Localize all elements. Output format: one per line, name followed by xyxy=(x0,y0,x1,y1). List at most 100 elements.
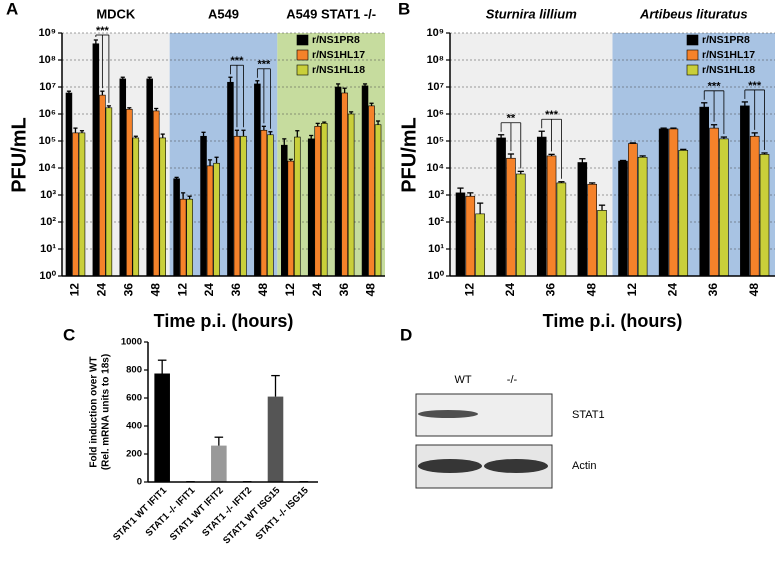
bar xyxy=(173,178,180,277)
y-tick-label: 10⁰ xyxy=(427,270,444,282)
y-tick-label: 0 xyxy=(137,477,142,488)
bar xyxy=(211,445,227,482)
bar xyxy=(78,132,86,277)
bar xyxy=(227,81,234,277)
bar xyxy=(618,160,628,277)
significance: ** xyxy=(507,113,516,125)
y-tick-label: 10⁰ xyxy=(39,270,56,282)
y-tick-label: 10⁷ xyxy=(427,81,444,93)
bar xyxy=(233,135,241,277)
bar xyxy=(92,43,100,277)
x-tick-label: 48 xyxy=(747,283,761,297)
y-tick-label: 10⁸ xyxy=(427,54,444,66)
bar xyxy=(65,92,73,277)
bar xyxy=(740,105,750,277)
x-axis-title: Time p.i. (hours) xyxy=(154,311,294,331)
lane-label: WT xyxy=(454,374,471,386)
chart: Sturnira lillium Artibeus lituratus 10⁰ 10¹… xyxy=(398,0,775,331)
bar xyxy=(546,155,557,277)
group-label: A549 xyxy=(208,6,239,21)
y-tick-label: 800 xyxy=(126,365,142,376)
bar xyxy=(132,137,140,277)
y-tick-label: 10⁵ xyxy=(39,135,56,147)
x-tick-label: 12 xyxy=(283,283,297,297)
bar xyxy=(154,373,170,482)
bar xyxy=(368,105,375,277)
blot-panel: D WT -/- STAT1 Actin xyxy=(400,325,605,489)
bar xyxy=(267,134,274,277)
y-tick-label: 10⁷ xyxy=(39,81,56,93)
bar xyxy=(152,110,160,277)
legend-label: r/NS1HL18 xyxy=(312,64,365,76)
legend-swatch xyxy=(686,34,699,46)
bar xyxy=(506,157,516,277)
x-tick-label: 36 xyxy=(544,283,558,297)
bar xyxy=(496,137,506,277)
bar xyxy=(515,173,526,277)
group-label: Sturnira lillium xyxy=(486,6,577,21)
bar xyxy=(334,86,342,277)
bar xyxy=(146,78,153,277)
x-tick-label: 24 xyxy=(503,283,517,297)
legend-label: r/NS1HL17 xyxy=(702,49,755,61)
bar xyxy=(587,183,597,277)
legend-swatch xyxy=(296,49,309,61)
bar xyxy=(179,198,187,277)
x-tick-label: 24 xyxy=(310,283,324,297)
bar xyxy=(294,136,301,277)
y-tick-label: 10⁴ xyxy=(426,162,444,174)
bar xyxy=(699,106,710,277)
bar xyxy=(213,162,220,277)
bar xyxy=(597,210,607,277)
bar xyxy=(709,127,719,277)
group-label: MDCK xyxy=(96,6,136,21)
x-tick-label: 48 xyxy=(148,283,162,297)
blot-band xyxy=(484,459,548,473)
x-tick-label: 36 xyxy=(229,283,243,297)
y-tick-label: 10⁸ xyxy=(39,54,56,66)
blot-band xyxy=(418,459,482,473)
y-tick-label: 10³ xyxy=(40,189,56,201)
bar xyxy=(628,143,638,277)
significance: *** xyxy=(231,55,245,67)
bar xyxy=(200,135,207,277)
significance: *** xyxy=(257,59,271,71)
significance: *** xyxy=(96,25,110,37)
bar xyxy=(577,162,588,277)
bar xyxy=(341,92,348,277)
y-tick-label: 10² xyxy=(40,216,56,228)
y-tick-label: 10⁵ xyxy=(427,135,444,147)
panel-letter: A xyxy=(6,0,18,18)
bar xyxy=(254,83,261,277)
bar xyxy=(186,198,193,277)
x-axis-title: Time p.i. (hours) xyxy=(543,311,683,331)
y-axis-title: Fold induction over WT xyxy=(89,356,100,467)
bar xyxy=(72,132,79,277)
bar xyxy=(267,396,284,482)
bar xyxy=(637,156,648,277)
bar xyxy=(347,113,355,277)
x-tick-label: 36 xyxy=(706,283,720,297)
legend-label: r/NS1HL17 xyxy=(312,49,365,61)
group-label: A549 STAT1 -/- xyxy=(286,6,376,21)
bar xyxy=(99,94,106,277)
band-label: Actin xyxy=(572,460,596,472)
legend-swatch xyxy=(296,34,309,46)
bar xyxy=(105,107,113,277)
bar xyxy=(374,124,382,277)
panel-letter: C xyxy=(63,325,75,344)
panel-letter: B xyxy=(398,0,410,18)
bar xyxy=(668,128,679,277)
bar xyxy=(314,126,321,277)
bar xyxy=(240,135,247,277)
y-tick-label: 10³ xyxy=(428,189,444,201)
group-label: Artibeus lituratus xyxy=(639,6,748,21)
y-tick-label: 200 xyxy=(126,449,142,460)
x-tick-label: 24 xyxy=(202,283,216,297)
bar xyxy=(536,136,547,277)
y-tick-label: 10¹ xyxy=(428,243,444,255)
bar xyxy=(475,213,485,277)
bar xyxy=(281,144,288,277)
